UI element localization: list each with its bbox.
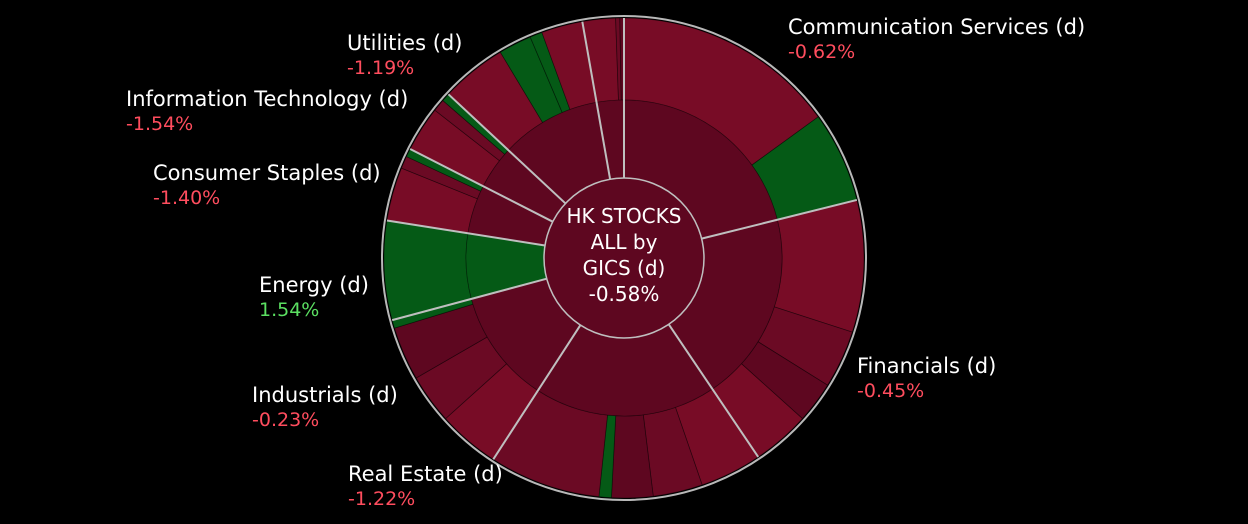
label-change: -0.62% — [788, 41, 855, 63]
separator-information-technology — [409, 148, 554, 223]
center-title-line-1: HK STOCKS — [567, 204, 682, 228]
label-name: Real Estate (d) — [348, 462, 503, 486]
label-name: Communication Services (d) — [788, 15, 1085, 39]
label-energy[interactable]: Energy (d) 1.54% — [259, 273, 369, 321]
label-change: -1.54% — [126, 113, 193, 135]
center-disc — [543, 177, 705, 339]
label-utilities[interactable]: Utilities (d) -1.19% — [347, 31, 462, 79]
separator-consumer-staples — [386, 219, 546, 247]
label-change: -0.23% — [252, 409, 319, 431]
label-name: Utilities (d) — [347, 31, 462, 55]
label-name: Consumer Staples (d) — [153, 161, 381, 185]
label-industrials[interactable]: Industrials (d) -0.23% — [252, 383, 398, 431]
label-name: Energy (d) — [259, 273, 369, 297]
separator-real-estate — [667, 323, 760, 458]
label-change: -0.45% — [857, 380, 924, 402]
separator-financials — [701, 198, 858, 240]
label-change: -1.19% — [347, 57, 414, 79]
separator-other — [581, 21, 612, 180]
sector-separators — [386, 18, 858, 460]
label-change: -1.22% — [348, 488, 415, 510]
label-name: Financials (d) — [857, 354, 996, 378]
center-label: HK STOCKS ALL by GICS (d) -0.58% — [567, 204, 682, 306]
separator-energy — [391, 277, 547, 322]
label-change: -1.40% — [153, 187, 220, 209]
label-information-technology[interactable]: Information Technology (d) -1.54% — [126, 87, 408, 135]
label-financials[interactable]: Financials (d) -0.45% — [857, 354, 996, 402]
label-name: Information Technology (d) — [126, 87, 408, 111]
separator-utilities — [447, 93, 567, 205]
label-change: 1.54% — [259, 299, 319, 321]
label-name: Industrials (d) — [252, 383, 398, 407]
separator-industrials — [492, 324, 582, 460]
inner-ring — [465, 99, 783, 417]
center-title-line-3: GICS (d) — [583, 256, 666, 280]
center-title-line-2: ALL by — [591, 230, 658, 254]
label-real-estate[interactable]: Real Estate (d) -1.22% — [348, 462, 503, 510]
outer-ring — [383, 17, 865, 499]
label-communication-services[interactable]: Communication Services (d) -0.62% — [788, 15, 1085, 63]
center-value: -0.58% — [589, 282, 660, 306]
outer-rim — [381, 15, 867, 501]
label-consumer-staples[interactable]: Consumer Staples (d) -1.40% — [153, 161, 381, 209]
